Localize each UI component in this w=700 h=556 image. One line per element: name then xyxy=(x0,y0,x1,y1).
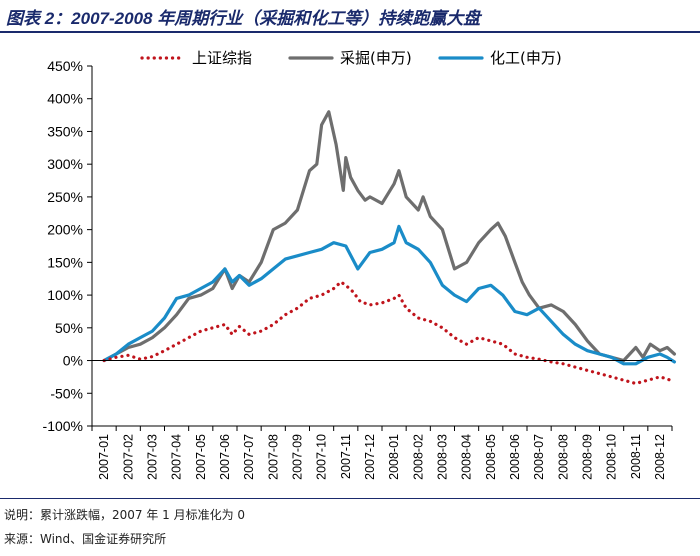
x-axis-labels: 2007-01 2007-02 2007-03 2007-04 2007-05 2007-… xyxy=(91,426,673,480)
x-tick-label: 2007-12 xyxy=(363,434,377,480)
x-tick-label: 2007-11 xyxy=(339,434,353,479)
y-tick-label: -50% xyxy=(50,385,83,401)
chart-source: 来源：Wind、国金证券研究所 xyxy=(4,532,167,546)
legend: 上证综指 采掘(申万) 化工(申万) xyxy=(140,49,562,67)
y-tick-label: 150% xyxy=(47,254,83,270)
x-tick-label: 2007-03 xyxy=(145,434,159,480)
x-tick-label: 2007-01 xyxy=(97,434,111,480)
x-tick-label: 2007-05 xyxy=(194,434,208,480)
legend-label-1: 采掘(申万) xyxy=(340,49,412,67)
y-tick-label: -100% xyxy=(43,418,83,434)
x-tick-label: 2008-05 xyxy=(484,434,498,480)
y-tick-label: 50% xyxy=(55,320,83,336)
title-divider xyxy=(0,31,700,33)
x-tick-label: 2007-09 xyxy=(290,434,304,480)
x-tick-label: 2008-02 xyxy=(411,434,425,480)
y-tick-label: 400% xyxy=(47,91,83,107)
footer-divider xyxy=(0,498,700,499)
y-tick-label: 350% xyxy=(47,123,83,139)
y-axis-ticks: -100% -50% 0% 50% 100% 150% 200% 250% 300% 350% 40… xyxy=(43,58,92,434)
y-tick-label: 450% xyxy=(47,58,83,74)
axes xyxy=(91,66,672,427)
x-tick-label: 2007-08 xyxy=(266,434,280,480)
y-tick-label: 250% xyxy=(47,189,83,205)
chart-title: 图表 2：2007-2008 年周期行业（采掘和化工等）持续跑赢大盘 xyxy=(6,9,481,28)
y-tick-label: 100% xyxy=(47,287,83,303)
series-line-1 xyxy=(102,110,677,363)
x-tick-label: 2007-07 xyxy=(242,434,256,480)
x-tick-label: 2007-04 xyxy=(170,434,184,480)
x-tick-label: 2008-03 xyxy=(435,434,449,480)
x-tick-label: 2008-07 xyxy=(532,434,546,480)
legend-label-0: 上证综指 xyxy=(192,49,252,67)
series-line-0 xyxy=(102,280,677,386)
y-tick-label: 0% xyxy=(63,353,83,369)
x-tick-label: 2008-10 xyxy=(605,434,619,480)
x-tick-label: 2008-12 xyxy=(653,434,667,480)
x-tick-label: 2008-09 xyxy=(580,434,594,480)
x-tick-label: 2008-06 xyxy=(508,434,522,480)
x-tick-label: 2008-08 xyxy=(556,434,570,480)
series-line-2 xyxy=(102,224,677,366)
x-tick-label: 2008-04 xyxy=(460,434,474,480)
legend-label-2: 化工(申万) xyxy=(490,49,562,67)
line-chart: 上证综指 采掘(申万) 化工(申万) -100% -50% 0% 50% 100% 150% 2… xyxy=(43,49,677,480)
x-tick-label: 2008-01 xyxy=(387,434,401,480)
series-layer xyxy=(102,110,677,386)
y-tick-label: 200% xyxy=(47,222,83,238)
chart-note: 说明：累计涨跌幅，2007 年 1 月标准化为 0 xyxy=(4,508,246,522)
x-tick-label: 2008-11 xyxy=(629,434,643,479)
x-tick-label: 2007-06 xyxy=(218,434,232,480)
y-tick-label: 300% xyxy=(47,156,83,172)
x-tick-label: 2007-02 xyxy=(121,434,135,480)
x-tick-label: 2007-10 xyxy=(315,434,329,480)
